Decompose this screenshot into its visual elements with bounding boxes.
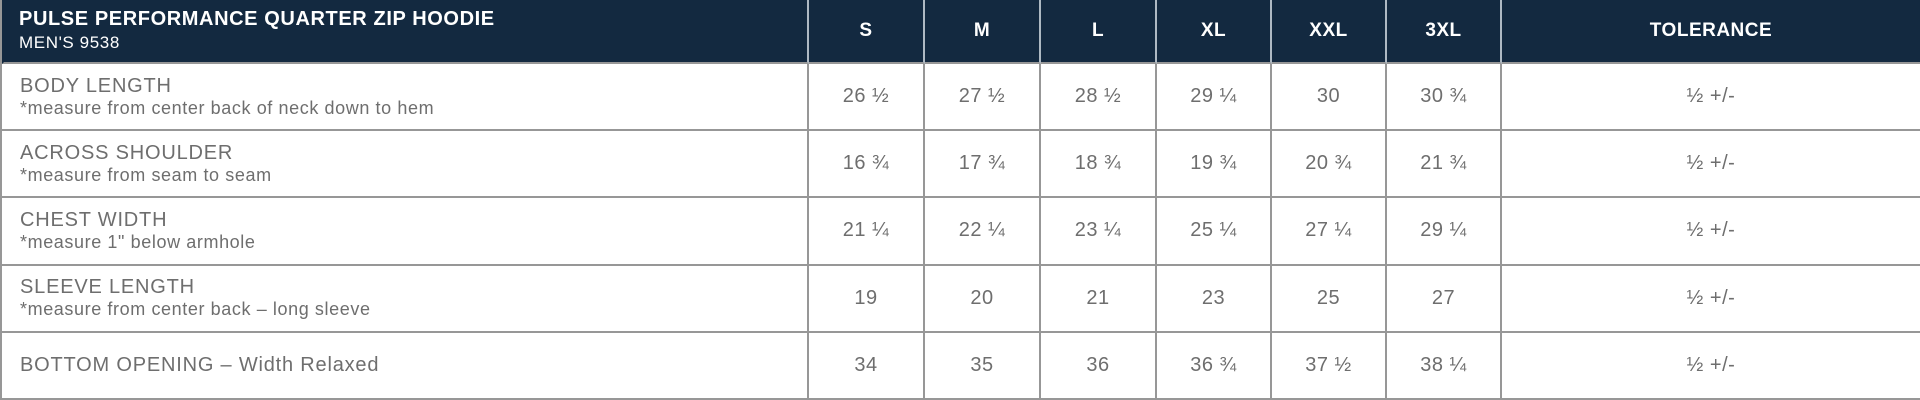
measurement-note: *measure 1" below armhole [20, 232, 256, 253]
column-header-xl: XL [1157, 0, 1272, 64]
table-row-body-length: BODY LENGTH *measure from center back of… [2, 64, 1920, 132]
size-value-cell: 22 ¼ [925, 198, 1041, 266]
size-value-cell: 37 ½ [1272, 332, 1387, 400]
measurement-note: *measure from center back – long sleeve [20, 299, 371, 320]
product-subtitle: MEN'S 9538 [19, 33, 120, 53]
measurement-label-cell: CHEST WIDTH *measure 1" below armhole [2, 198, 809, 266]
size-value-cell: 21 ¾ [1387, 131, 1502, 199]
size-value-cell: 38 ¼ [1387, 332, 1502, 400]
product-title: PULSE PERFORMANCE QUARTER ZIP HOODIE [19, 8, 495, 31]
header-row: PULSE PERFORMANCE QUARTER ZIP HOODIE MEN… [2, 0, 1920, 64]
measurement-note: *measure from seam to seam [20, 164, 272, 185]
tolerance-value-cell: ½ +/- [1502, 64, 1920, 132]
size-value-cell: 20 [925, 265, 1041, 333]
size-value-cell: 35 [925, 332, 1041, 400]
size-value-cell: 21 ¼ [809, 198, 925, 266]
column-header-3xl: 3XL [1387, 0, 1502, 64]
measurement-label-cell: BODY LENGTH *measure from center back of… [2, 64, 809, 132]
size-value-cell: 26 ½ [809, 64, 925, 132]
size-value-cell: 19 [809, 265, 925, 333]
column-header-s: S [809, 0, 925, 64]
tolerance-value-cell: ½ +/- [1502, 265, 1920, 333]
size-value-cell: 23 [1157, 265, 1272, 333]
table-row-across-shoulder: ACROSS SHOULDER *measure from seam to se… [2, 131, 1920, 199]
size-value-cell: 19 ¾ [1157, 131, 1272, 199]
column-header-m: M [925, 0, 1041, 64]
table-row-chest-width: CHEST WIDTH *measure 1" below armhole 21… [2, 198, 1920, 266]
measurement-label-cell: BOTTOM OPENING – Width Relaxed [2, 332, 809, 400]
table-row-bottom-opening: BOTTOM OPENING – Width Relaxed 34 35 36 … [2, 332, 1920, 400]
size-value-cell: 29 ¼ [1157, 64, 1272, 132]
table-body: BODY LENGTH *measure from center back of… [2, 64, 1920, 400]
tolerance-value-cell: ½ +/- [1502, 332, 1920, 400]
size-value-cell: 16 ¾ [809, 131, 925, 199]
size-value-cell: 18 ¾ [1041, 131, 1157, 199]
size-value-cell: 34 [809, 332, 925, 400]
measurement-name: BODY LENGTH [20, 74, 172, 97]
size-value-cell: 27 ½ [925, 64, 1041, 132]
tolerance-value-cell: ½ +/- [1502, 198, 1920, 266]
size-value-cell: 27 [1387, 265, 1502, 333]
size-value-cell: 27 ¼ [1272, 198, 1387, 266]
size-value-cell: 29 ¼ [1387, 198, 1502, 266]
column-header-l: L [1041, 0, 1157, 64]
size-value-cell: 28 ½ [1041, 64, 1157, 132]
size-value-cell: 21 [1041, 265, 1157, 333]
measurement-name: ACROSS SHOULDER [20, 141, 234, 164]
size-value-cell: 36 ¾ [1157, 332, 1272, 400]
size-value-cell: 23 ¼ [1041, 198, 1157, 266]
size-value-cell: 25 ¼ [1157, 198, 1272, 266]
column-header-xxl: XXL [1272, 0, 1387, 64]
size-value-cell: 17 ¾ [925, 131, 1041, 199]
size-value-cell: 30 ¾ [1387, 64, 1502, 132]
measurement-label-cell: SLEEVE LENGTH *measure from center back … [2, 265, 809, 333]
size-value-cell: 36 [1041, 332, 1157, 400]
size-value-cell: 30 [1272, 64, 1387, 132]
measurement-name: BOTTOM OPENING – Width Relaxed [20, 353, 380, 376]
measurement-name: SLEEVE LENGTH [20, 276, 195, 299]
table-row-sleeve-length: SLEEVE LENGTH *measure from center back … [2, 265, 1920, 333]
measurement-name: CHEST WIDTH [20, 209, 168, 232]
product-header-cell: PULSE PERFORMANCE QUARTER ZIP HOODIE MEN… [2, 0, 809, 64]
tolerance-value-cell: ½ +/- [1502, 131, 1920, 199]
measurement-label-cell: ACROSS SHOULDER *measure from seam to se… [2, 131, 809, 199]
column-header-tolerance: TOLERANCE [1502, 0, 1920, 64]
table-header: PULSE PERFORMANCE QUARTER ZIP HOODIE MEN… [2, 0, 1920, 64]
size-value-cell: 20 ¾ [1272, 131, 1387, 199]
measurement-note: *measure from center back of neck down t… [20, 97, 435, 118]
size-value-cell: 25 [1272, 265, 1387, 333]
